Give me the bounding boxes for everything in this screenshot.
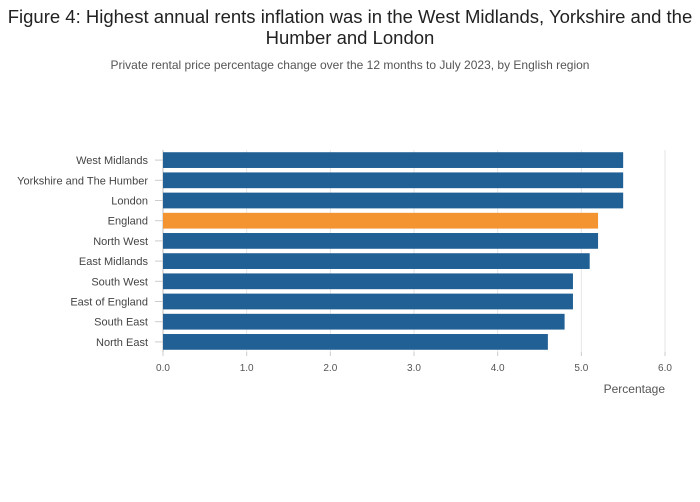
x-tick-label: 3.0	[407, 363, 421, 374]
category-label: East of England	[70, 297, 148, 309]
x-tick-label: 6.0	[658, 363, 672, 374]
category-label: England	[108, 216, 148, 228]
bar-london	[163, 192, 624, 209]
chart-title: Figure 4: Highest annual rents inflation…	[7, 6, 693, 48]
bar-east-of-england	[163, 293, 573, 310]
category-label: Yorkshire and The Humber	[17, 175, 148, 187]
x-axis-title: Percentage	[604, 382, 666, 396]
x-tick-label: 0.0	[156, 363, 170, 374]
bar-north-east	[163, 334, 548, 350]
bar-yorkshire-and-the-humber	[163, 172, 624, 189]
x-tick-labels: 0.0 1.0 2.0 3.0 4.0 5.0 6.0	[156, 363, 672, 374]
bar-england	[163, 212, 599, 229]
bar-north-west	[163, 233, 599, 249]
category-labels: West Midlands Yorkshire and The Humber Lon…	[17, 155, 163, 349]
x-tick-label: 2.0	[323, 363, 337, 374]
bar-east-midlands	[163, 253, 590, 269]
category-label: South East	[94, 317, 148, 329]
chart-subtitle: Private rental price percentage change o…	[110, 58, 590, 72]
x-tick-label: 4.0	[491, 363, 505, 374]
bar-south-east	[163, 313, 565, 330]
category-label: South West	[91, 276, 148, 288]
x-tick-label: 5.0	[574, 363, 588, 374]
bar-west-midlands	[163, 152, 624, 168]
category-label: East Midlands	[79, 256, 149, 268]
bar-south-west	[163, 273, 573, 290]
category-label: North West	[93, 236, 148, 248]
bars	[163, 152, 624, 350]
category-label: West Midlands	[76, 155, 148, 167]
x-tick-label: 1.0	[240, 363, 254, 374]
category-label: North East	[96, 337, 148, 349]
category-label: London	[111, 196, 148, 208]
